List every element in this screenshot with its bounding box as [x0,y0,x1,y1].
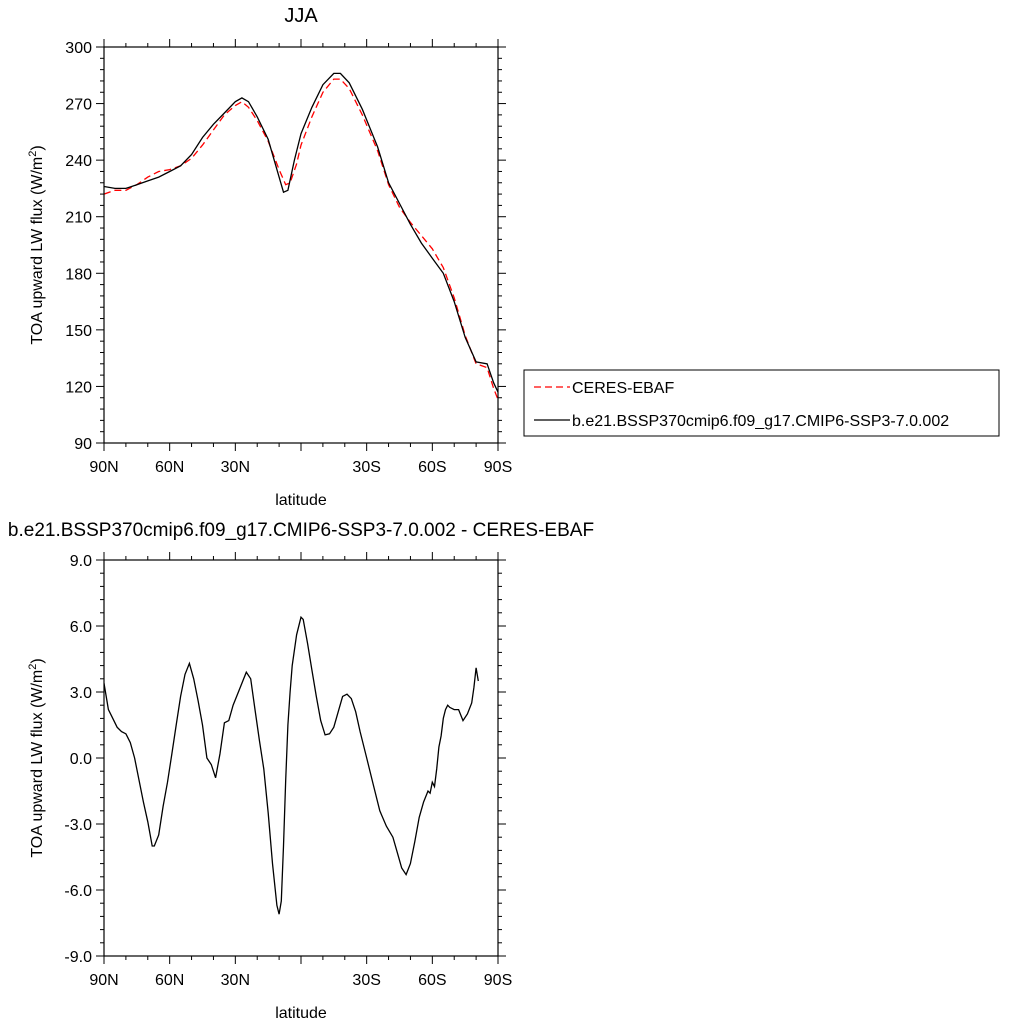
y-axis-label-superscript: 2 [27,151,39,157]
series-line-1 [104,72,498,393]
legend-box [523,369,1000,437]
chart-title: b.e21.BSSP370cmip6.f09_g17.CMIP6-SSP3-7.… [8,520,594,541]
y-axis-label-main: TOA upward LW flux (W/m [29,157,46,345]
x-tick-label: 60N [155,459,184,476]
y-tick-label: 150 [65,323,92,340]
x-tick-label: 30S [352,459,380,476]
y-tick-label: 210 [65,210,92,227]
y-tick-label: 3.0 [70,685,92,702]
y-tick-label: -9.0 [64,949,92,966]
plot-frame [103,46,499,444]
chart-title: JJA [284,5,318,27]
x-tick-label: 30N [221,459,250,476]
y-tick-label: 90 [74,436,92,453]
x-tick-label: 90N [89,459,118,476]
y-tick-label: 270 [65,97,92,114]
x-tick-label: 90S [484,459,512,476]
y-axis-label-end: ) [29,145,46,150]
x-tick-label: 30S [352,972,380,989]
y-axis-label: TOA upward LW flux (W/m2) [27,145,46,344]
y-axis-label-main: TOA upward LW flux (W/m [29,670,46,858]
series-line-0 [104,615,479,915]
y-tick-label: 300 [65,40,92,57]
x-axis-label: latitude [275,1005,327,1022]
x-tick-label: 90S [484,972,512,989]
y-tick-label: 9.0 [70,553,92,570]
y-tick-label: -6.0 [64,883,92,900]
legend: CERES-EBAF b.e21.BSSP370cmip6.f09_g17.CMI… [523,369,1000,437]
x-tick-label: 90N [89,972,118,989]
y-tick-label: 240 [65,153,92,170]
x-tick-label: 60N [155,972,184,989]
y-axis-label: TOA upward LW flux (W/m2) [27,658,46,857]
difference-panel-chart: b.e21.BSSP370cmip6.f09_g17.CMIP6-SSP3-7.… [8,520,594,1022]
x-axis-label: latitude [275,492,327,509]
x-tick-label: 30N [221,972,250,989]
y-tick-label: 180 [65,266,92,283]
y-tick-label: 120 [65,379,92,396]
legend-label-0: CERES-EBAF [572,380,674,397]
x-tick-label: 60S [418,972,446,989]
y-tick-label: 0.0 [70,751,92,768]
y-axis-label-end: ) [29,658,46,663]
top-panel-chart: JJA 90 120 150 180 210 240 270 300 90N 60N 30N 30S 60… [27,5,512,509]
legend-label-1: b.e21.BSSP370cmip6.f09_g17.CMIP6-SSP3-7.… [572,413,949,430]
y-tick-label: -3.0 [64,817,92,834]
y-axis-label-superscript: 2 [27,664,39,670]
series-line-0 [104,78,498,400]
x-tick-label: 60S [418,459,446,476]
y-tick-label: 6.0 [70,619,92,636]
